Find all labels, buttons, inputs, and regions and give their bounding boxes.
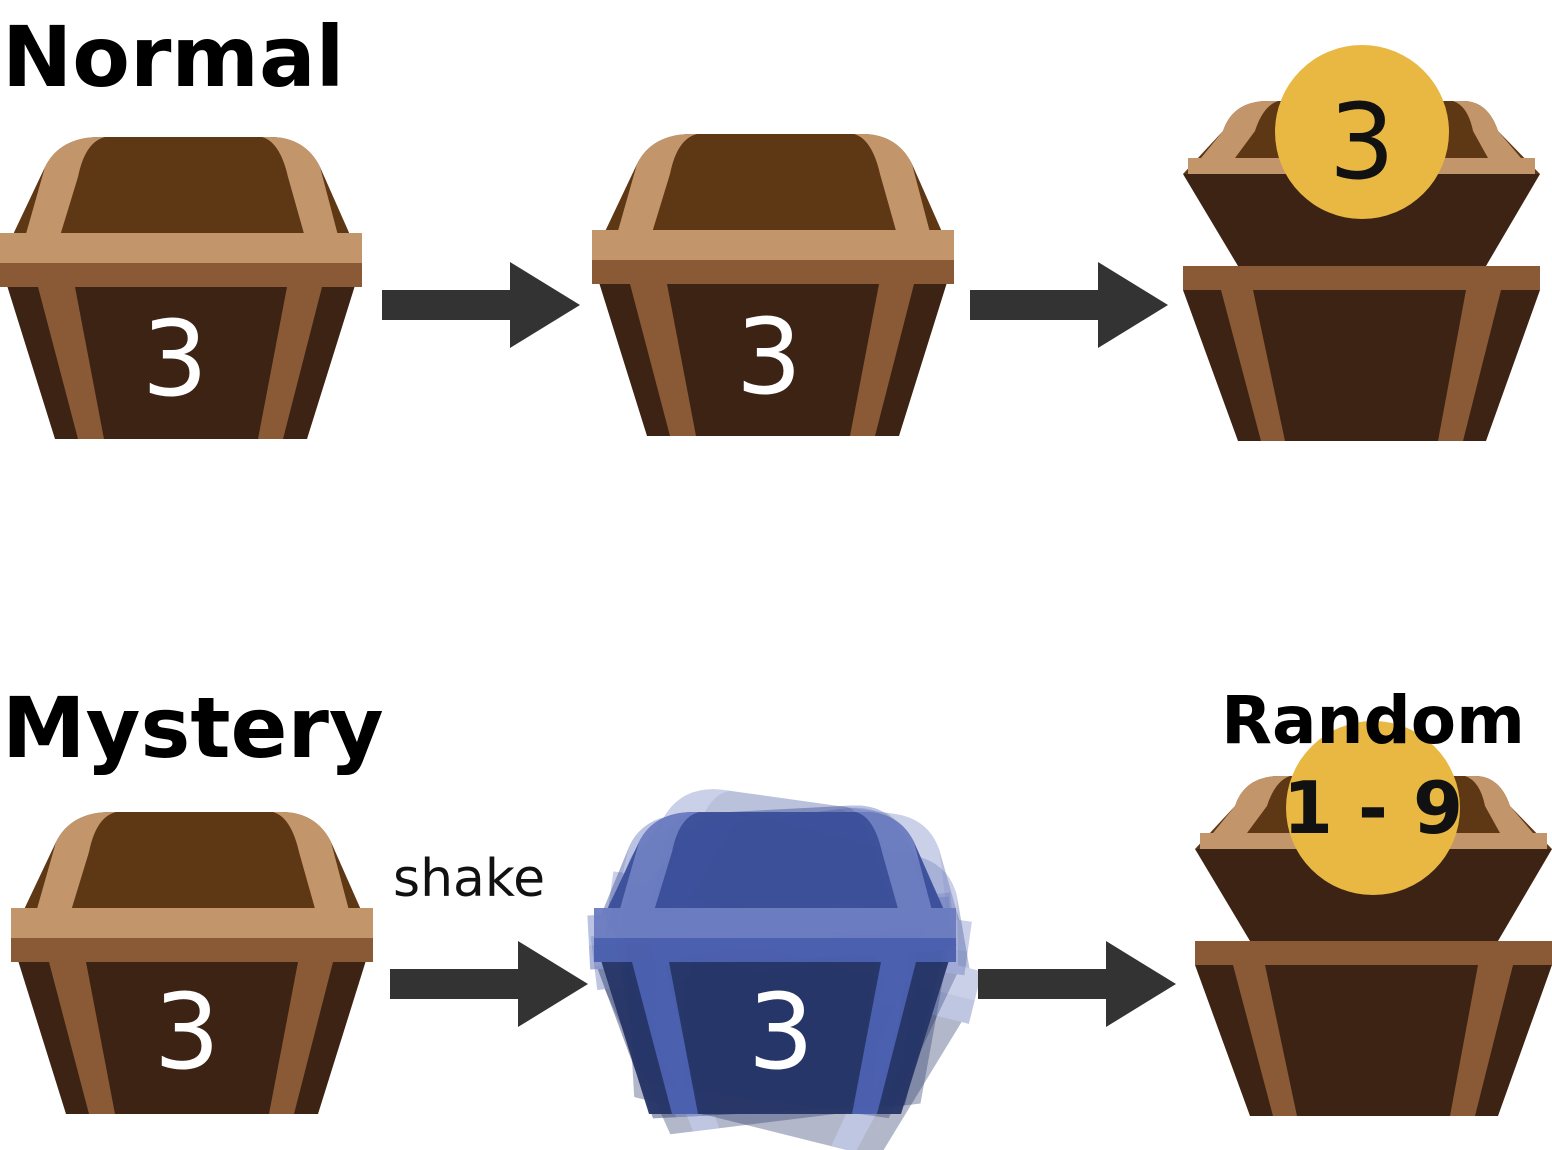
random-label: Random — [1221, 682, 1525, 759]
mystery-chest-1-number: 3 — [154, 971, 220, 1093]
mystery-title: Mystery — [2, 679, 384, 777]
mystery-arrow-1 — [390, 941, 588, 1027]
mystery-coin — [1286, 721, 1460, 895]
normal-arrow-1 — [382, 262, 580, 348]
normal-chest-2-number: 3 — [736, 296, 802, 418]
mystery-coin-range: 1 - 9 — [1283, 766, 1463, 850]
mystery-shaking-chest — [578, 776, 1006, 1150]
normal-arrow-2 — [970, 262, 1168, 348]
mystery-arrow-2 — [978, 941, 1176, 1027]
normal-title: Normal — [2, 8, 344, 106]
mystery-chest-2-number: 3 — [748, 971, 814, 1093]
normal-coin — [1275, 45, 1449, 219]
shake-label: shake — [393, 849, 545, 909]
normal-chest-1-number: 3 — [142, 298, 208, 420]
normal-coin-number: 3 — [1329, 81, 1395, 203]
